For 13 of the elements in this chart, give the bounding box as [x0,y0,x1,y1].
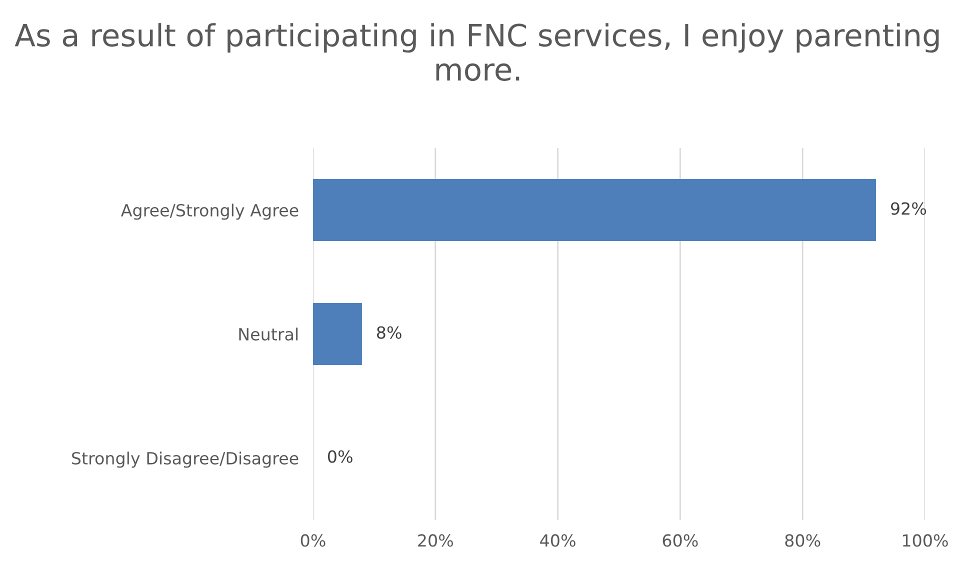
x-tick-label: 100% [903,534,948,547]
x-tick-label: 40% [540,534,576,547]
chart-title: As a result of participating in FNC services, I enjoy parenting more. [14,23,939,81]
x-tick-label: 0% [300,534,326,547]
data-label: 0% [328,450,352,463]
y-tick-label: Agree/Strongly Agree [120,204,298,220]
x-tick-label: 80% [785,534,820,547]
y-tick-label: Strongly Disagree/Disagree [72,452,298,468]
x-tick-label: 20% [418,534,453,547]
y-tick-label: Neutral [239,328,298,341]
x-tick-label: 60% [662,534,698,547]
data-label: 8% [376,326,402,339]
data-label: 92% [890,202,926,215]
